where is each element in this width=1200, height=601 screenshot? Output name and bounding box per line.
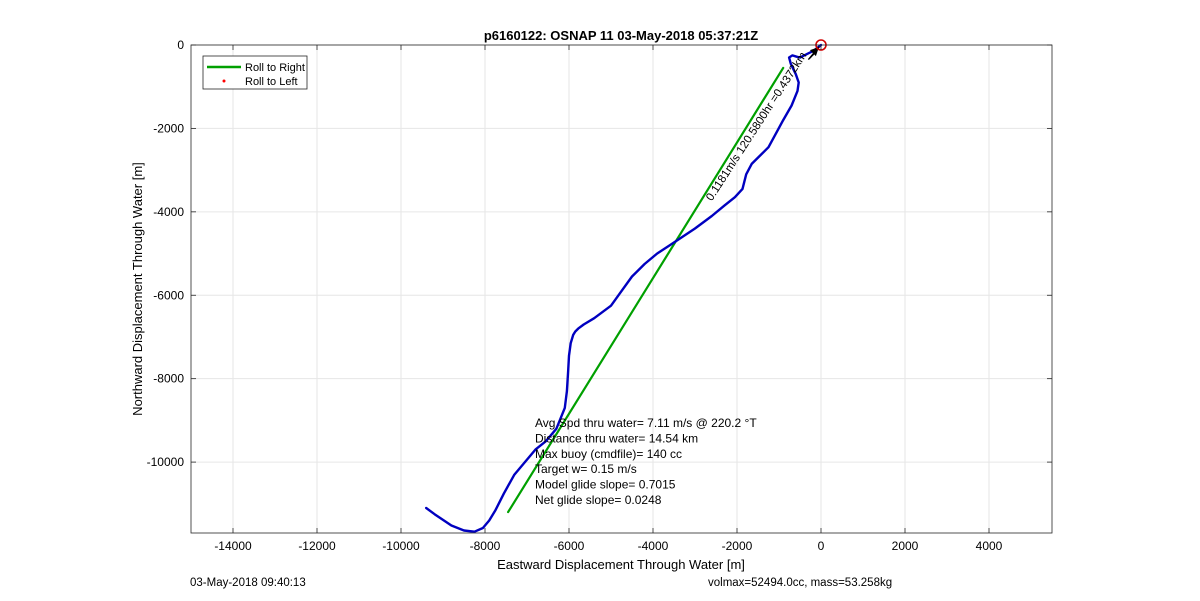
data-series [425,43,823,533]
x-tick-label: -14000 [214,539,252,553]
annotation-line: Model glide slope= 0.7015 [535,478,676,492]
legend-swatch-dot [222,79,226,83]
annotation-line: Target w= 0.15 m/s [535,462,637,476]
annotation-line: Net glide slope= 0.0248 [535,493,662,507]
x-tick-label: -8000 [470,539,501,553]
plot-area-frame [190,44,1053,534]
y-tick-label: -10000 [147,455,185,469]
x-tick-label: -6000 [554,539,585,553]
annotation-line: Avg Spd thru water= 7.11 m/s @ 220.2 °T [535,416,757,430]
footer-glider-params: volmax=52494.0cc, mass=53.258kg [708,577,893,589]
footer-timestamp: 03-May-2018 09:40:13 [190,577,306,589]
current-arrow-label: 0.1181m/s 120.5800hr =0.4372km [704,50,809,203]
y-axis-label: Northward Displacement Through Water [m] [130,162,145,416]
y-tick-label: -6000 [153,288,184,302]
markers: 0.1181m/s 120.5800hr =0.4372km [704,39,827,203]
y-tick-label: -8000 [153,372,184,386]
annotation-line: Distance thru water= 14.54 km [535,431,698,445]
legend-entry-label: Roll to Left [245,76,298,88]
series-roll-to-right [507,66,785,514]
annotation-line: Max buoy (cmdfile)= 140 cc [535,447,682,461]
legend: Roll to Right Roll to Left [202,55,308,90]
y-tick-label: -4000 [153,205,184,219]
x-tick-label: -4000 [638,539,669,553]
chart-title: p6160122: OSNAP 11 03-May-2018 05:37:21Z [484,28,758,43]
x-axis-label: Eastward Displacement Through Water [m] [497,557,745,572]
current-arrow-head [809,47,819,57]
legend-box [202,55,308,90]
x-tick-label: 2000 [892,539,919,553]
x-tick-label: 4000 [976,539,1003,553]
stats-annotation: Avg Spd thru water= 7.11 m/s @ 220.2 °TD… [535,416,757,507]
glider-track-line [425,43,823,533]
x-tick-label: -10000 [382,539,420,553]
y-tick-label: -2000 [153,121,184,135]
x-tick-label: -12000 [298,539,336,553]
x-tick-label: -2000 [722,539,753,553]
legend-entry-label: Roll to Right [245,62,305,74]
x-tick-label: 0 [818,539,825,553]
y-tick-label: 0 [177,38,184,52]
axis-ticks: -14000 -12000 -10000 -8000 -6000 -4000 -2000 0 2… [147,38,1052,553]
